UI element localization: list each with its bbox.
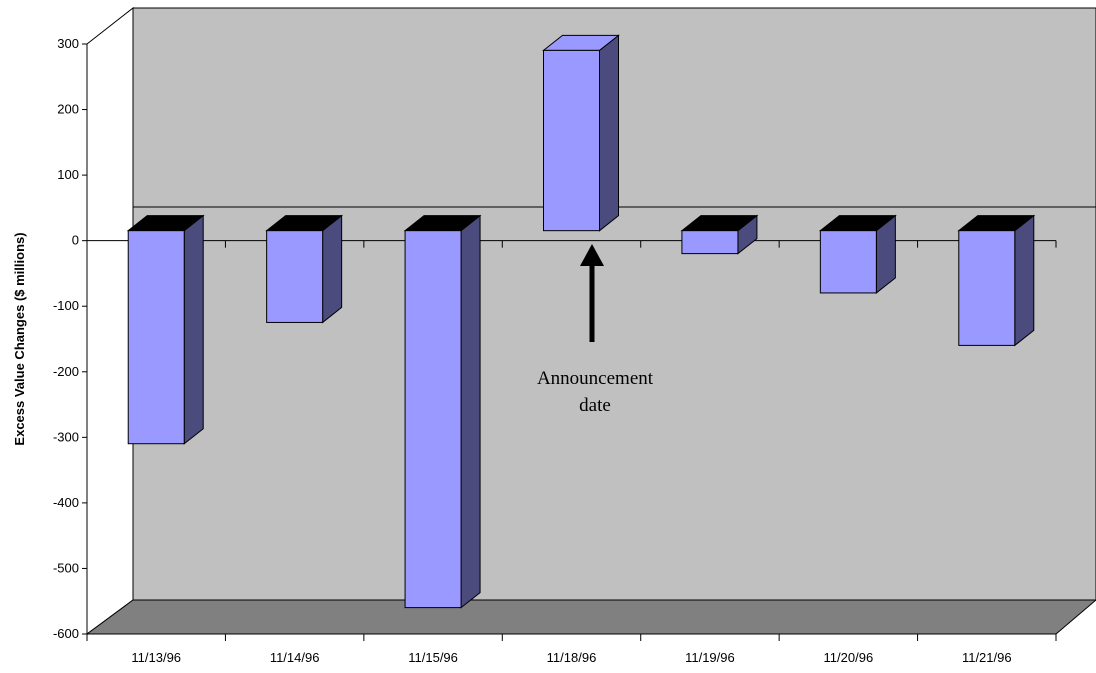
chart-frame: [85, 6, 1096, 635]
y-tick-label: 0: [72, 233, 79, 248]
bar-side: [322, 214, 343, 324]
bar: [126, 214, 205, 445]
y-tick-label: 300: [57, 36, 79, 51]
x-tick-label: 11/21/96: [962, 650, 1012, 665]
bar-front: [266, 230, 324, 323]
y-tick-label: -100: [53, 298, 79, 313]
x-tick-label: 11/14/96: [270, 650, 320, 665]
x-tick-label: 11/15/96: [408, 650, 458, 665]
y-tick-label: -400: [53, 495, 79, 510]
side-wall: [86, 6, 134, 635]
y-tick-label: -200: [53, 364, 79, 379]
floor: [85, 599, 1096, 635]
bar: [542, 34, 620, 232]
bars: [126, 34, 1036, 609]
x-tick-label: 11/18/96: [547, 650, 597, 665]
y-axis: 300 200 100 0 -100 -200 -300 -400 -500 -600: [53, 36, 88, 641]
y-tick-label: 100: [57, 167, 79, 182]
bar: [403, 214, 482, 609]
bar-front: [819, 230, 877, 294]
x-tick-label: 11/19/96: [685, 650, 735, 665]
bar-side: [1014, 214, 1035, 347]
y-axis-title: Excess Value Changes ($ millions): [12, 232, 27, 445]
bar: [265, 214, 344, 324]
annotation-arrow-head: [580, 244, 604, 266]
bar: [680, 214, 759, 255]
y-tick-label: -600: [53, 626, 79, 641]
bar-side: [599, 34, 619, 232]
bar-front: [681, 230, 739, 255]
bar: [818, 214, 897, 294]
y-tick-label: -300: [53, 429, 79, 444]
y-tick-label: -500: [53, 560, 79, 575]
annotation-line-2: date: [579, 395, 611, 416]
bar-front: [958, 230, 1016, 346]
bar-side: [460, 214, 481, 609]
bar: [957, 214, 1036, 347]
bar-side: [183, 214, 204, 445]
y-tick-label: 200: [57, 102, 79, 117]
bar-front: [127, 230, 185, 445]
x-tick-label: 11/20/96: [824, 650, 874, 665]
annotation: Announcement date: [537, 244, 654, 416]
bar-front: [543, 49, 600, 232]
x-tick-label: 11/13/96: [131, 650, 181, 665]
annotation-line-1: Announcement: [537, 368, 654, 389]
bar-front: [404, 230, 462, 609]
